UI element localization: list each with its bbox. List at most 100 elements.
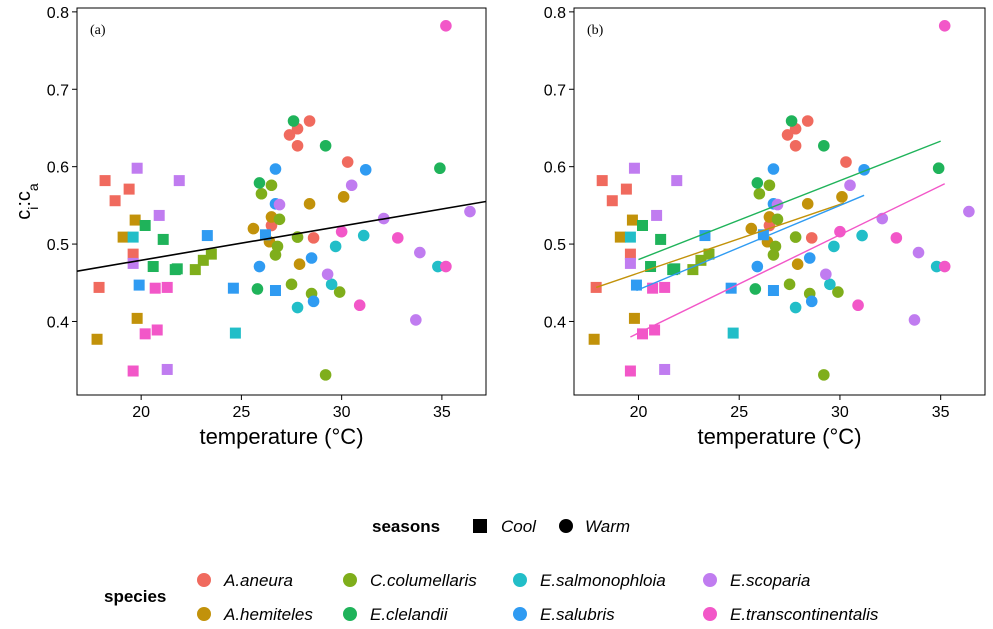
panel-a-point-e-salmonophloia (229, 327, 241, 339)
panel-a-point-e-salmonophloia (329, 240, 342, 253)
panel-b-point-e-transcontinentalis (647, 282, 659, 294)
panel-b-point-c-columellaris (771, 213, 784, 226)
panel-a-point-e-salubris (269, 163, 282, 175)
panel-b-point-a-aneura (606, 195, 618, 207)
legend-e-salmonophloia-swatch (513, 573, 527, 587)
panel-b-point-e-salmonophloia (930, 260, 943, 273)
panel-a-point-e-scoparia (345, 179, 358, 192)
panel-a-point-e-scoparia (414, 246, 426, 259)
panel-a-y-tick-label: 0.5 (47, 237, 69, 254)
panel-a-point-e-salubris (201, 230, 213, 242)
panel-b-point-a-aneura (620, 183, 632, 195)
panel-b-point-e-salubris (805, 295, 818, 308)
panel-b-point-e-salmonophloia (789, 301, 802, 314)
panel-a-point-c-columellaris (205, 248, 217, 260)
panel-b-point-e-transcontinentalis (834, 225, 846, 238)
panel-b-point-e-scoparia (844, 179, 856, 192)
panel-b-point-e-transcontinentalis (890, 232, 903, 244)
panel-a-point-e-transcontinentalis (149, 282, 161, 294)
panel-b-point-c-columellaris (783, 278, 796, 291)
panel-a-point-e-salmonophloia (291, 301, 304, 314)
panel-a-point-e-transcontinentalis (335, 225, 348, 238)
legend-e-clelandii-label: E.clelandii (370, 605, 449, 624)
panel-b-point-e-transcontinentalis (938, 20, 951, 32)
panel-a-point-e-salubris (227, 282, 239, 294)
panel-b-point-a-aneura (840, 156, 852, 168)
panel-b-point-a-hemiteles (626, 214, 638, 226)
panel-b-point-e-transcontinentalis (938, 260, 951, 273)
panel-a-point-e-salubris (359, 163, 372, 176)
panel-b-point-e-salmonophloia (727, 327, 739, 339)
legend-c-columellaris-label: C.columellaris (370, 571, 477, 590)
panel-b-x-axis-title: temperature (°C) (697, 424, 861, 449)
panel-b-point-c-columellaris (687, 264, 699, 276)
panel-a-point-e-clelandii (139, 219, 151, 231)
panel-b-point-a-aneura (801, 115, 814, 127)
legend-e-transcontinentalis-label: E.transcontinentalis (730, 605, 879, 624)
panel-b-point-e-transcontinentalis (852, 299, 864, 312)
panel-b-point-e-salubris (803, 252, 816, 264)
panel-a-point-a-aneura (265, 219, 278, 232)
panel-b-point-a-hemiteles (836, 191, 848, 203)
panel-a-point-e-transcontinentalis (127, 365, 139, 377)
panel-a-point-a-aneura (127, 248, 139, 260)
legend-e-transcontinentalis-swatch (703, 607, 717, 621)
legend-cool-label: Cool (501, 517, 537, 536)
legend-a-aneura-swatch (197, 573, 211, 587)
panel-a-point-e-clelandii (319, 139, 332, 152)
panel-a-point-a-aneura (291, 139, 304, 152)
panel-b-point-c-columellaris (763, 179, 776, 192)
panel-b-fit-line-a-hemiteles (595, 202, 845, 289)
legend-a-hemiteles-swatch (197, 607, 211, 621)
panel-b-point-e-clelandii (785, 115, 798, 127)
panel-b-fit-line-e-clelandii (638, 140, 941, 261)
legend-warm-circle-icon (559, 519, 573, 533)
panel-b-point-e-transcontinentalis (649, 324, 661, 336)
panel-b-plot-frame (573, 7, 986, 396)
panel-b-point-e-clelandii (645, 261, 657, 273)
legend-e-scoparia-swatch (703, 573, 717, 587)
legend-c-columellaris-swatch (343, 573, 357, 587)
panel-a-x-tick-label: 35 (433, 404, 451, 421)
panel-b-point-c-columellaris (703, 248, 715, 260)
panel-a-fit-line (77, 200, 486, 272)
legend-e-salubris-swatch (513, 607, 527, 621)
seasons-legend-title: seasons (372, 517, 440, 536)
panel-a-point-e-clelandii (434, 162, 446, 175)
panel-a-point-e-clelandii (157, 233, 169, 245)
panel-b-point-c-columellaris (818, 369, 830, 381)
panel-b-point-e-transcontinentalis (659, 281, 671, 293)
panel-a-point-e-salubris (269, 285, 281, 297)
panel-a-point-c-columellaris (273, 213, 286, 226)
panel-b-point-e-clelandii (669, 263, 681, 275)
panel-b-tag: (b) (587, 23, 604, 38)
panel-b-x-tick-label: 35 (932, 404, 950, 421)
panel-a-point-c-columellaris (319, 369, 332, 381)
panel-a-point-e-scoparia (464, 205, 476, 218)
panel-a-point-e-clelandii (253, 177, 266, 189)
panel-b-point-c-columellaris (753, 187, 766, 200)
panel-b-y-tick-label: 0.4 (544, 314, 566, 331)
panel-b-point-e-salmonophloia (624, 231, 636, 243)
panel-a-point-c-columellaris (197, 254, 209, 266)
panel-b-fit-lines (595, 140, 946, 338)
panel-a-point-e-clelandii (251, 283, 264, 295)
panel-b-point-a-aneura (805, 232, 818, 244)
panel-b-point-e-clelandii (637, 219, 648, 231)
panel-a-x-tick-label: 25 (233, 404, 251, 421)
panel-a-x-tick-label: 20 (132, 404, 150, 421)
panel-a-point-e-transcontinentalis (139, 328, 151, 340)
panel-a-y-tick-label: 0.4 (47, 314, 69, 331)
panel-b-point-e-salmonophloia (856, 229, 868, 242)
legend-cool-square-icon (473, 519, 487, 533)
panel-b-point-e-salubris (699, 230, 711, 242)
panel-b-fit-line-e-transcontinentalis (630, 183, 946, 338)
panel-a-point-e-salmonophloia (357, 229, 370, 242)
panel-b-point-e-transcontinentalis (624, 365, 636, 377)
panel-a-point-e-transcontinentalis (151, 324, 163, 336)
panel-b-point-e-scoparia (912, 246, 925, 259)
panel-a-point-a-aneura (303, 115, 316, 127)
panel-a-x-axis-title: temperature (°C) (199, 424, 363, 449)
panel-b-point-a-hemiteles (801, 198, 814, 210)
